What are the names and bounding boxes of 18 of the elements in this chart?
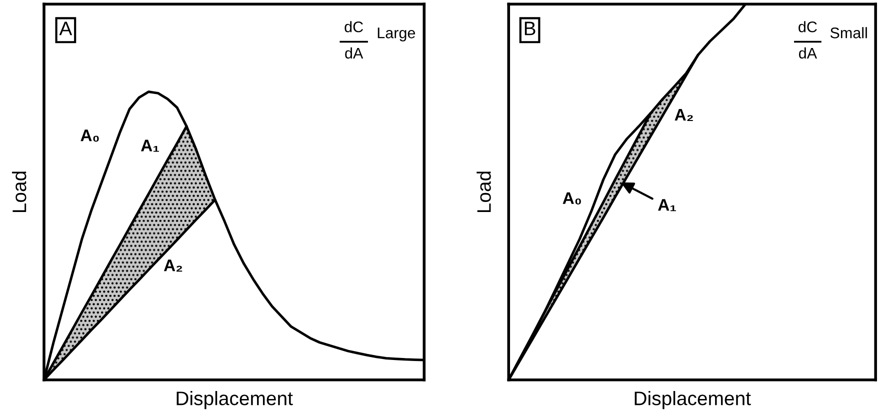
annotation: A₂ xyxy=(674,108,693,121)
annotation: A₀ xyxy=(80,130,99,142)
annotation: A₂ xyxy=(164,260,182,272)
y-axis-title: Load xyxy=(476,172,491,212)
annotation: dC xyxy=(344,21,364,32)
x-axis-title: Displacement xyxy=(176,391,293,410)
annotation: A₁ xyxy=(141,140,159,152)
annotation: A₁ xyxy=(658,199,676,212)
annotation: dA xyxy=(799,47,818,59)
y-axis-title: Load xyxy=(12,172,26,212)
x-axis-title: Displacement xyxy=(634,391,751,410)
text: B xyxy=(524,22,536,36)
annotation: Large xyxy=(378,28,416,42)
annotation: Small xyxy=(830,27,867,38)
annotation: dA xyxy=(345,47,364,59)
text: A xyxy=(59,22,72,36)
annotation: dC xyxy=(798,21,817,32)
annotation: A₀ xyxy=(562,192,581,204)
